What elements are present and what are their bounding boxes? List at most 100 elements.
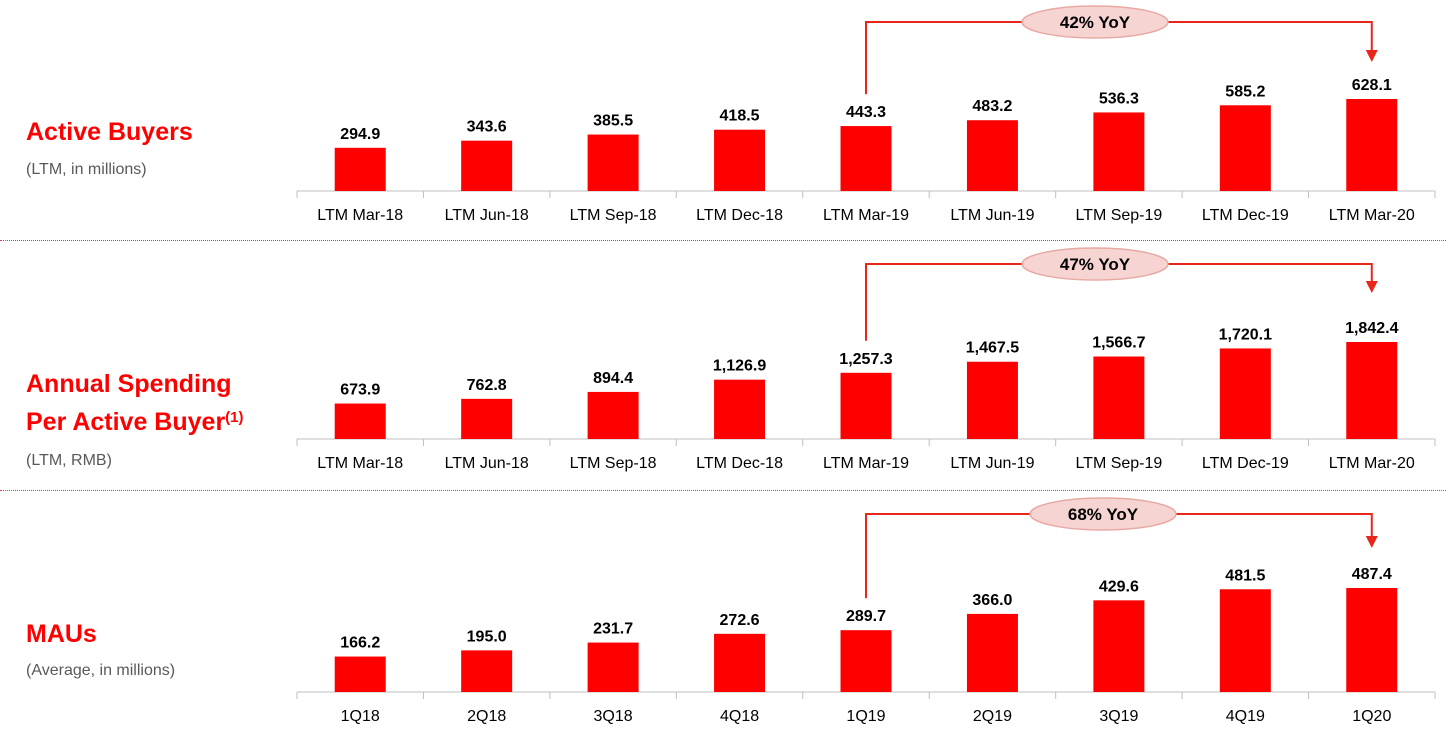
panel-divider bbox=[0, 490, 1446, 491]
panel-title: Active Buyers bbox=[26, 113, 193, 151]
data-label: 1,720.1 bbox=[1219, 326, 1272, 343]
data-label: 673.9 bbox=[340, 382, 380, 399]
panel-annual-spending: Annual Spending Per Active Buyer(1) (LTM… bbox=[26, 365, 244, 469]
x-tick-label: LTM Jun-18 bbox=[445, 455, 529, 472]
panel-title: MAUs bbox=[26, 615, 97, 653]
x-tick-label: 1Q20 bbox=[1352, 708, 1391, 725]
data-label: 231.7 bbox=[593, 621, 633, 638]
yoy-pill bbox=[1021, 5, 1169, 39]
x-tick-label: 2Q18 bbox=[467, 708, 506, 725]
bar bbox=[840, 126, 892, 191]
data-label: 585.2 bbox=[1225, 83, 1265, 100]
x-tick-label: 1Q18 bbox=[341, 708, 380, 725]
yoy-arrow-head bbox=[1365, 536, 1378, 548]
x-tick-label: LTM Mar-19 bbox=[823, 207, 909, 224]
x-tick-label: LTM Sep-19 bbox=[1075, 455, 1162, 472]
bar bbox=[966, 120, 1018, 191]
bar-chart-2: 673.9 LTM Mar-18 762.8 LTM Jun-18 894.4 LTM S… bbox=[296, 247, 1436, 472]
data-label: 487.4 bbox=[1352, 566, 1392, 583]
bar bbox=[966, 361, 1018, 439]
x-tick-label: LTM Mar-18 bbox=[317, 207, 403, 224]
panel-subtitle: (Average, in millions) bbox=[26, 662, 176, 679]
bar bbox=[334, 403, 386, 439]
x-tick-label: LTM Sep-19 bbox=[1075, 207, 1162, 224]
data-label: 536.3 bbox=[1099, 90, 1139, 107]
x-tick-label: LTM Mar-20 bbox=[1329, 207, 1415, 224]
data-label: 1,566.7 bbox=[1092, 335, 1145, 352]
x-tick-label: LTM Mar-19 bbox=[823, 455, 909, 472]
x-tick-label: LTM Sep-18 bbox=[570, 207, 657, 224]
bar bbox=[840, 372, 892, 439]
data-label: 1,467.5 bbox=[966, 340, 1019, 357]
bar-chart-1: 294.9 LTM Mar-18 343.6 LTM Jun-18 385.5 LTM S… bbox=[296, 5, 1436, 224]
data-label: 1,257.3 bbox=[839, 351, 892, 368]
x-tick-label: LTM Dec-18 bbox=[696, 455, 783, 472]
data-label: 429.6 bbox=[1099, 578, 1139, 595]
x-tick-label: 1Q19 bbox=[846, 708, 885, 725]
x-tick-label: 3Q19 bbox=[1099, 708, 1138, 725]
bar bbox=[714, 379, 766, 439]
bar bbox=[1093, 356, 1145, 439]
bar-chart-3: 166.2 1Q18 195.0 2Q18 231.7 3Q18 272.6 4Q18 289.… bbox=[296, 497, 1436, 725]
x-tick-label: 4Q19 bbox=[1226, 708, 1265, 725]
panel-subtitle: (LTM, in millions) bbox=[26, 161, 147, 178]
panel-title-line: MAUs bbox=[26, 620, 97, 648]
yoy-label: 47% YoY bbox=[1060, 255, 1131, 274]
data-label: 166.2 bbox=[340, 635, 380, 652]
bar bbox=[587, 134, 639, 191]
yoy-pill bbox=[1029, 497, 1177, 531]
bar bbox=[461, 650, 513, 692]
footnote-marker: (1) bbox=[225, 409, 244, 426]
data-label: 443.3 bbox=[846, 104, 886, 121]
bar bbox=[714, 633, 766, 692]
x-tick-label: 3Q18 bbox=[594, 708, 633, 725]
data-label: 483.2 bbox=[972, 98, 1012, 115]
data-label: 894.4 bbox=[593, 370, 633, 387]
bar bbox=[587, 642, 639, 692]
bar bbox=[1219, 589, 1271, 692]
yoy-arrow-head bbox=[1365, 50, 1378, 62]
yoy-label: 68% YoY bbox=[1068, 505, 1139, 524]
x-tick-label: LTM Dec-18 bbox=[696, 207, 783, 224]
panel-title: Annual Spending Per Active Buyer(1) bbox=[26, 365, 244, 441]
panel-title-line: Per Active Buyer bbox=[26, 408, 226, 436]
panel-title-line-2: Per Active Buyer(1) bbox=[26, 403, 244, 441]
bar bbox=[334, 147, 386, 191]
bar bbox=[334, 656, 386, 692]
x-tick-label: LTM Mar-20 bbox=[1329, 455, 1415, 472]
x-tick-label: LTM Sep-18 bbox=[570, 455, 657, 472]
data-label: 343.6 bbox=[467, 119, 507, 136]
data-label: 294.9 bbox=[340, 126, 380, 143]
data-label: 628.1 bbox=[1352, 77, 1392, 94]
panel-divider bbox=[0, 240, 1446, 241]
x-tick-label: LTM Jun-19 bbox=[950, 207, 1034, 224]
bar bbox=[840, 630, 892, 692]
data-label: 1,842.4 bbox=[1345, 320, 1398, 337]
x-tick-label: 2Q19 bbox=[973, 708, 1012, 725]
data-label: 385.5 bbox=[593, 113, 633, 130]
data-label: 366.0 bbox=[972, 592, 1012, 609]
bar bbox=[1219, 105, 1271, 191]
data-label: 272.6 bbox=[720, 612, 760, 629]
bar bbox=[1093, 112, 1145, 191]
yoy-pill bbox=[1021, 247, 1169, 281]
x-tick-label: LTM Mar-18 bbox=[317, 455, 403, 472]
bar bbox=[461, 140, 513, 191]
bar bbox=[587, 391, 639, 439]
bar bbox=[1093, 600, 1145, 692]
x-tick-label: LTM Dec-19 bbox=[1202, 207, 1289, 224]
bar bbox=[461, 398, 513, 439]
bar bbox=[714, 129, 766, 191]
bar bbox=[1219, 348, 1271, 439]
yoy-label: 42% YoY bbox=[1060, 13, 1131, 32]
bar bbox=[1346, 588, 1398, 692]
data-label: 1,126.9 bbox=[713, 358, 766, 375]
x-tick-label: 4Q18 bbox=[720, 708, 759, 725]
bar bbox=[1346, 99, 1398, 191]
yoy-arrow-head bbox=[1365, 281, 1378, 293]
bar bbox=[966, 613, 1018, 692]
data-label: 762.8 bbox=[467, 377, 507, 394]
x-tick-label: LTM Dec-19 bbox=[1202, 455, 1289, 472]
